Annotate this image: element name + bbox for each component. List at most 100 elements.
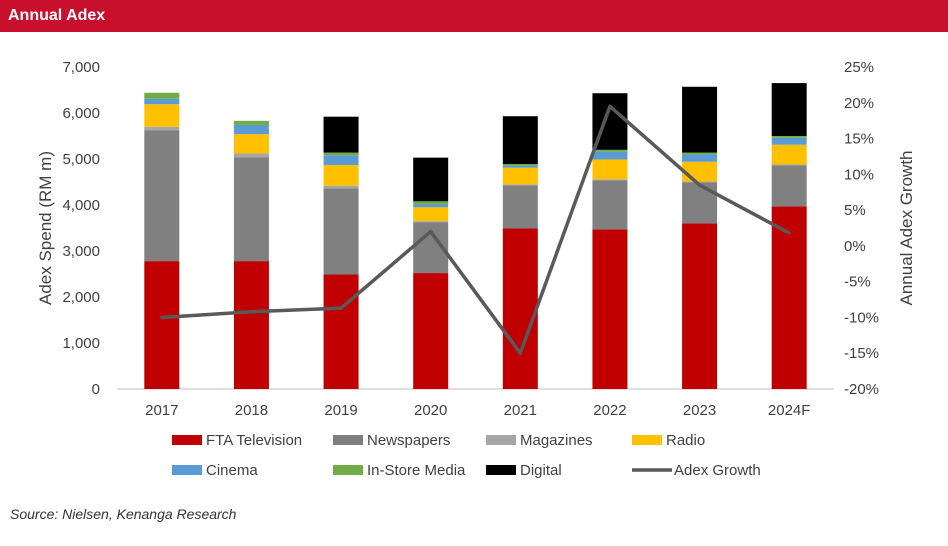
bar-magazines bbox=[771, 164, 807, 166]
adex-chart: 7,000 6,000 5,000 4,000 3,000 2,000 1,000 0 25% 2… bbox=[36, 59, 916, 479]
bar-newspapers bbox=[502, 185, 538, 229]
y2-tick-label: 25% bbox=[844, 59, 874, 76]
legend-swatch bbox=[172, 435, 202, 445]
bar-magazines bbox=[144, 126, 180, 131]
x-tick-label: 2018 bbox=[235, 402, 268, 419]
adex-growth-point bbox=[608, 104, 612, 108]
legend-label: FTA Television bbox=[206, 432, 302, 449]
y2-tick-label: 10% bbox=[844, 166, 874, 183]
bar-cinema bbox=[323, 155, 359, 165]
bar-magazines bbox=[502, 184, 538, 186]
bar-newspapers bbox=[592, 180, 628, 230]
legend-label: Magazines bbox=[520, 432, 593, 449]
y-tick-label: 4,000 bbox=[62, 197, 100, 214]
legend-label: Radio bbox=[666, 432, 705, 449]
bar-newspapers bbox=[233, 157, 269, 262]
bar-newspapers bbox=[771, 165, 807, 207]
bar-radio bbox=[682, 161, 718, 182]
y-tick-label: 5,000 bbox=[62, 151, 100, 168]
legend-label: Digital bbox=[520, 462, 562, 479]
bar-cinema bbox=[144, 98, 180, 105]
legend-swatch bbox=[333, 435, 363, 445]
y2-tick-label: -20% bbox=[844, 381, 879, 398]
bar-magazines bbox=[592, 179, 628, 181]
bar-in-store-media bbox=[323, 152, 359, 156]
bar-magazines bbox=[323, 185, 359, 189]
bar-digital bbox=[413, 157, 449, 202]
legend-swatch bbox=[172, 465, 202, 475]
y2-tick-label: 0% bbox=[844, 238, 866, 255]
bar-fta-television bbox=[323, 274, 359, 389]
legend-label: Cinema bbox=[206, 462, 258, 479]
y-tick-label: 6,000 bbox=[62, 105, 100, 122]
bar-digital bbox=[682, 86, 718, 153]
bar-magazines bbox=[233, 153, 269, 158]
x-tick-label: 2021 bbox=[504, 402, 537, 419]
x-tick-label: 2020 bbox=[414, 402, 447, 419]
bar-in-store-media bbox=[771, 136, 807, 138]
x-tick-label: 2019 bbox=[324, 402, 357, 419]
bar-fta-television bbox=[413, 273, 449, 389]
bar-cinema bbox=[502, 165, 538, 168]
y2-tick-label: 5% bbox=[844, 202, 866, 219]
y2-tick-label: 15% bbox=[844, 131, 874, 148]
legend-label: Adex Growth bbox=[674, 462, 761, 479]
bar-radio bbox=[413, 207, 449, 222]
bar-digital bbox=[323, 116, 359, 153]
adex-growth-point bbox=[339, 306, 343, 310]
bar-newspapers bbox=[144, 130, 180, 262]
legend-swatch bbox=[333, 465, 363, 475]
adex-growth-point bbox=[787, 231, 791, 235]
bar-in-store-media bbox=[144, 92, 180, 99]
chart-title: Annual Adex bbox=[8, 7, 106, 24]
bar-in-store-media bbox=[233, 120, 269, 125]
chart-header: Annual Adex bbox=[0, 0, 948, 32]
adex-growth-line bbox=[161, 104, 791, 355]
y-tick-label: 3,000 bbox=[62, 243, 100, 260]
legend-swatch bbox=[632, 435, 662, 445]
bar-cinema bbox=[771, 137, 807, 145]
y2-axis-title: Annual Adex Growth bbox=[897, 151, 916, 306]
bar-cinema bbox=[592, 151, 628, 160]
adex-growth-point bbox=[429, 230, 433, 234]
bar-radio bbox=[771, 144, 807, 165]
adex-growth-point bbox=[518, 351, 522, 355]
bar-fta-television bbox=[771, 206, 807, 389]
y-tick-label: 2,000 bbox=[62, 289, 100, 306]
bar-radio bbox=[323, 164, 359, 186]
bar-magazines bbox=[413, 221, 449, 223]
legend-swatch bbox=[486, 435, 516, 445]
y-tick-label: 1,000 bbox=[62, 335, 100, 352]
x-tick-label: 2017 bbox=[145, 402, 178, 419]
x-tick-label: 2024F bbox=[768, 402, 811, 419]
bar-cinema bbox=[233, 124, 269, 135]
adex-growth-point bbox=[698, 183, 702, 187]
bar-in-store-media bbox=[502, 164, 538, 166]
bar-in-store-media bbox=[413, 201, 449, 205]
y2-tick-label: 20% bbox=[844, 95, 874, 112]
source-note: Source: Nielsen, Kenanga Research bbox=[10, 506, 237, 522]
bar-cinema bbox=[682, 154, 718, 162]
legend-label: In-Store Media bbox=[367, 462, 466, 479]
bar-fta-television bbox=[502, 228, 538, 389]
bar-newspapers bbox=[682, 182, 718, 224]
bar-fta-television bbox=[682, 223, 718, 389]
bar-radio bbox=[233, 134, 269, 154]
bar-fta-television bbox=[144, 261, 180, 389]
bar-fta-television bbox=[592, 229, 628, 389]
bar-newspapers bbox=[323, 188, 359, 275]
y2-tick-label: -15% bbox=[844, 345, 879, 362]
x-tick-label: 2022 bbox=[593, 402, 626, 419]
legend-label: Newspapers bbox=[367, 432, 450, 449]
y2-tick-label: -5% bbox=[844, 274, 871, 291]
bar-radio bbox=[144, 104, 180, 127]
x-tick-label: 2023 bbox=[683, 402, 716, 419]
bar-fta-television bbox=[233, 261, 269, 389]
adex-growth-point bbox=[249, 310, 253, 314]
bar-radio bbox=[502, 167, 538, 185]
y-axis-title: Adex Spend (RM m) bbox=[36, 151, 55, 305]
bar-digital bbox=[502, 116, 538, 165]
bar-digital bbox=[771, 83, 807, 136]
bar-in-store-media bbox=[682, 152, 718, 155]
legend-swatch bbox=[486, 465, 516, 475]
